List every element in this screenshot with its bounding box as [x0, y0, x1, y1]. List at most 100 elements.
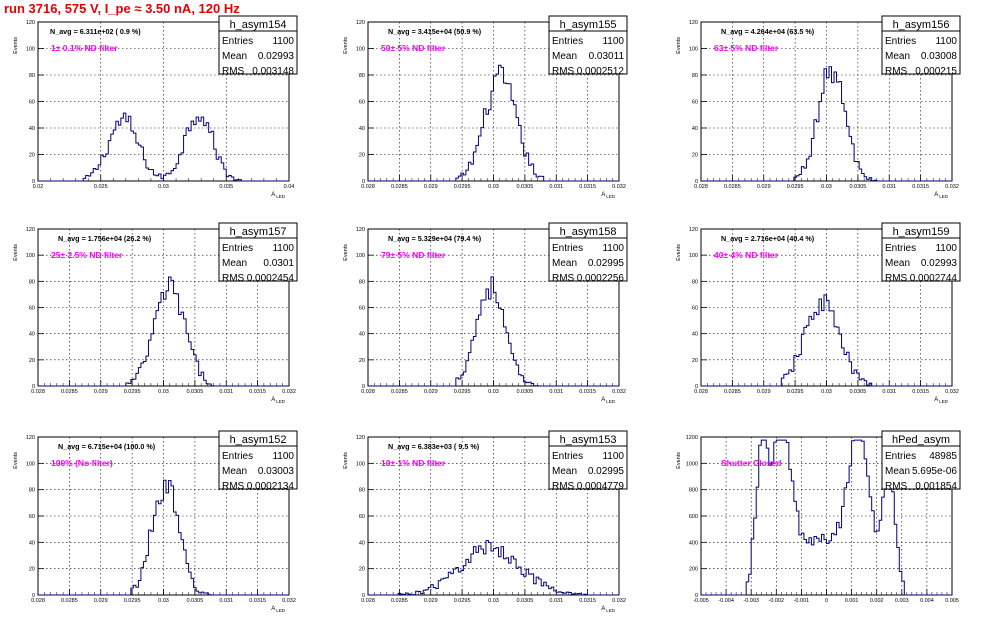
x-tick-label: 0.04: [284, 184, 295, 190]
histogram-name: h_asym156: [893, 19, 950, 31]
stats-label: RMS: [885, 481, 908, 492]
stats-value: 1100: [272, 243, 294, 254]
x-tick-label: -0.002: [768, 598, 784, 604]
x-tick-label: 0.0285: [391, 598, 408, 604]
stats-label: RMS: [552, 481, 575, 492]
stats-value: 0.02995: [588, 258, 625, 269]
y-tick-label: 0: [32, 179, 35, 185]
x-tick-label: 0.0285: [391, 389, 408, 395]
x-tick-label: -0.005: [693, 598, 709, 604]
x-axis-label-subscript: LED: [276, 194, 286, 199]
filter-annotation: 63± 5% ND filter: [714, 43, 779, 53]
x-tick-label: 0.0285: [61, 598, 78, 604]
x-axis-label: ALED: [601, 606, 616, 613]
stats-value: 48985: [929, 451, 957, 462]
y-axis-label: Events: [676, 244, 682, 261]
filter-annotation: 1± 0.1% ND filter: [51, 43, 118, 53]
x-tick-label: 0.0315: [579, 598, 596, 604]
y-tick-label: 120: [26, 435, 35, 441]
x-tick-label: 0.032: [282, 598, 296, 604]
x-tick-label: 0.032: [282, 389, 296, 395]
y-tick-label: 80: [692, 279, 698, 285]
x-tick-label: 0.031: [219, 389, 233, 395]
y-tick-label: 20: [692, 358, 698, 364]
x-tick-label: 0.0315: [249, 389, 266, 395]
x-tick-label: 0.031: [882, 184, 896, 190]
stats-value: 0.03003: [258, 466, 295, 477]
stats-value: 0.001854: [915, 481, 957, 492]
histogram-name: hPed_asym: [892, 434, 950, 446]
y-axis-label: Events: [343, 244, 349, 261]
stats-label: RMS: [552, 273, 575, 284]
x-axis-label: ALED: [601, 192, 616, 199]
y-tick-label: 0: [695, 179, 698, 185]
x-tick-label: 0.0285: [391, 184, 408, 190]
x-tick-label: 0.03: [821, 389, 832, 395]
histogram-name: h_asym152: [230, 434, 287, 446]
y-tick-label: 0: [362, 179, 365, 185]
x-tick-label: 0.03: [488, 389, 499, 395]
x-tick-label: 0.031: [882, 389, 896, 395]
y-tick-label: 40: [29, 540, 35, 546]
x-axis-label: ALED: [934, 397, 949, 404]
x-axis-label: ALED: [601, 397, 616, 404]
stats-value: 1100: [935, 36, 957, 47]
histogram-line: [38, 112, 289, 182]
stats-label: Mean: [885, 466, 910, 477]
x-axis-label: ALED: [271, 192, 286, 199]
y-tick-label: 0: [32, 593, 35, 599]
x-tick-label: 0.03: [488, 598, 499, 604]
y-tick-label: 0: [362, 593, 365, 599]
y-tick-label: 80: [692, 73, 698, 79]
histogram-line: [368, 540, 619, 596]
x-tick-label: 0.0295: [454, 598, 471, 604]
y-tick-label: 20: [692, 153, 698, 159]
y-tick-label: 80: [29, 73, 35, 79]
x-tick-label: 0: [825, 598, 828, 604]
y-tick-label: 100: [356, 461, 365, 467]
stats-label: RMS: [885, 66, 908, 77]
n-avg-label: N_avg = 6.715e+04 (100.0 %): [58, 442, 156, 451]
n-avg-label: N_avg = 5.329e+04 (79.4 %): [388, 234, 482, 243]
x-tick-label: 0.03: [488, 184, 499, 190]
stats-label: Mean: [552, 466, 577, 477]
filter-annotation: Shutter Closed: [721, 458, 781, 468]
y-tick-label: 100: [356, 253, 365, 259]
histogram-name: h_asym158: [560, 226, 617, 238]
y-tick-label: 80: [359, 73, 365, 79]
histogram-line: [701, 66, 952, 182]
y-tick-label: 40: [359, 126, 365, 132]
x-axis-label-subscript: LED: [606, 608, 616, 613]
y-tick-label: 100: [26, 461, 35, 467]
stats-box: [218, 430, 298, 490]
x-tick-label: 0.02: [33, 184, 44, 190]
y-tick-label: 80: [359, 279, 365, 285]
n-avg-label: N_avg = 6.383e+03 ( 9.5 %): [388, 442, 480, 451]
stats-value: 0.0004779: [577, 481, 625, 492]
x-tick-label: 0.0315: [579, 389, 596, 395]
y-tick-label: 40: [359, 332, 365, 338]
stats-value: 1100: [602, 36, 624, 47]
y-tick-label: 40: [29, 126, 35, 132]
y-tick-label: 80: [359, 488, 365, 494]
histogram-name: h_asym153: [560, 434, 617, 446]
y-tick-label: 120: [689, 227, 698, 233]
y-axis-label: Events: [13, 452, 19, 469]
x-tick-label: 0.0315: [579, 184, 596, 190]
x-tick-label: 0.0305: [516, 389, 533, 395]
stats-label: RMS: [222, 273, 245, 284]
x-tick-label: -0.003: [743, 598, 759, 604]
stats-box: [881, 430, 961, 490]
filter-annotation: 79± 5% ND filter: [381, 250, 446, 260]
histogram-line: [368, 276, 619, 387]
stats-value: 0.0002512: [577, 66, 625, 77]
stats-value: 1100: [272, 451, 294, 462]
y-tick-label: 1000: [686, 461, 698, 467]
x-tick-label: 0.0295: [124, 389, 141, 395]
y-tick-label: 800: [689, 488, 698, 494]
x-tick-label: 0.031: [549, 389, 563, 395]
y-axis-label: Events: [343, 452, 349, 469]
x-tick-label: 0.0315: [249, 598, 266, 604]
n-avg-label: N_avg = 4.264e+04 (63.5 %): [721, 27, 815, 36]
stats-value: 0.003148: [252, 66, 294, 77]
